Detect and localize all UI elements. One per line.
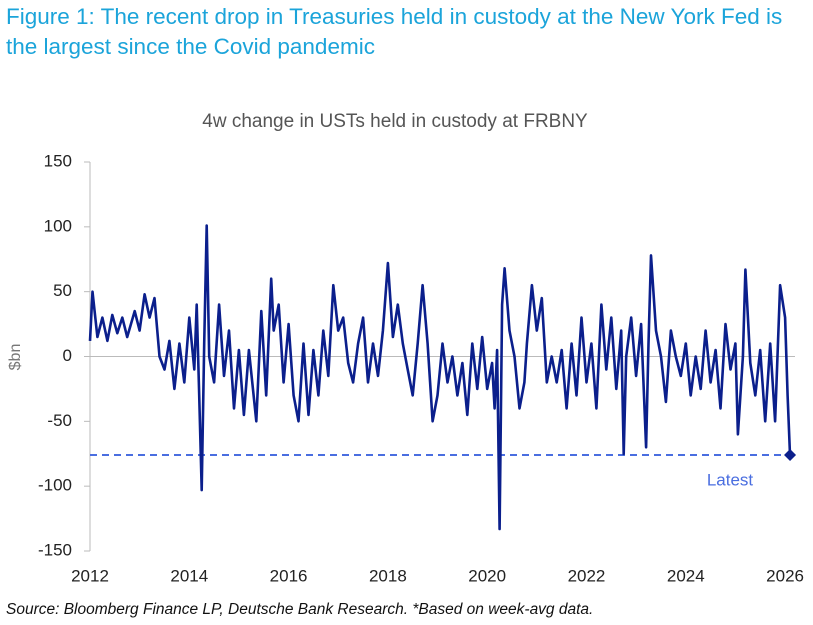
latest-annotation: Latest <box>707 471 754 490</box>
y-tick-label: 150 <box>44 151 72 170</box>
chart: 4w change in USTs held in custody at FRB… <box>7 111 804 585</box>
x-tick-label: 2022 <box>568 566 606 585</box>
y-tick-label: 50 <box>53 281 72 300</box>
figure-title: Figure 1: The recent drop in Treasuries … <box>6 4 783 59</box>
x-tick-label: 2020 <box>468 566 506 585</box>
latest-marker <box>784 449 797 462</box>
x-tick-label: 2018 <box>369 566 407 585</box>
y-tick-label: -50 <box>47 411 72 430</box>
x-tick-label: 2012 <box>71 566 109 585</box>
series-line <box>88 224 792 531</box>
y-tick-label: 100 <box>44 216 72 235</box>
x-tick-label: 2026 <box>766 566 804 585</box>
source-note: Source: Bloomberg Finance LP, Deutsche B… <box>6 601 594 618</box>
x-tick-label: 2024 <box>667 566 705 585</box>
y-tick-label: -150 <box>38 540 72 559</box>
x-tick-label: 2016 <box>270 566 308 585</box>
y-axis-label: $bn <box>7 344 24 371</box>
x-tick-label: 2014 <box>170 566 208 585</box>
y-tick-label: 0 <box>63 346 72 365</box>
chart-title: 4w change in USTs held in custody at FRB… <box>202 111 588 132</box>
y-tick-label: -100 <box>38 476 72 495</box>
